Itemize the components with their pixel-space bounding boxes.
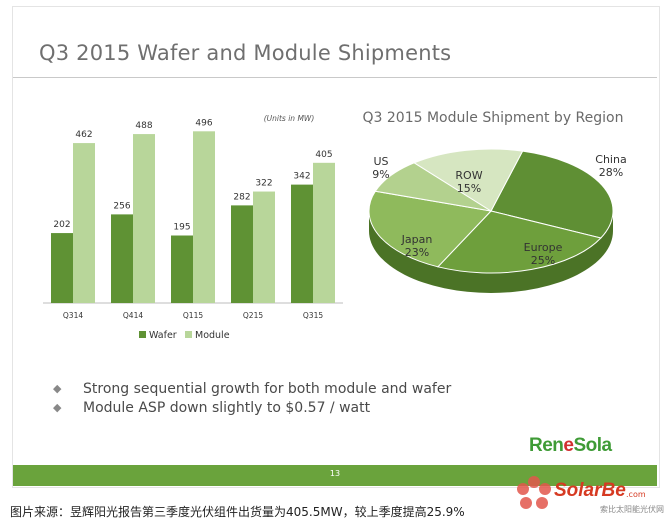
x-tick-label: Q315 [303,311,323,320]
pie-chart: Q3 2015 Module Shipment by Region China28… [363,110,627,293]
watermark-suffix: .com [626,490,646,499]
diamond-bullet-icon: ◆ [53,401,62,414]
pie-value-japan: 23% [405,246,429,259]
page-number: 13 [329,469,341,478]
data-label-module: 496 [195,118,212,128]
x-tick-label: Q314 [63,311,83,320]
solarbe-watermark: SolarBe .com 索比太阳能光伏网 [514,470,664,518]
image-caption: 图片来源：昱辉阳光报告第三季度光伏组件出货量为405.5MW，较上季度提高25.… [10,505,465,519]
title-divider [13,77,657,78]
bar-wafer [291,184,313,303]
pie-label-china: China [595,153,626,166]
data-label-wafer: 195 [173,223,190,233]
bullet-item: ◆ Strong sequential growth for both modu… [53,379,451,398]
data-label-module: 322 [255,179,272,189]
pie-value-china: 28% [599,166,623,179]
bullet-list: ◆ Strong sequential growth for both modu… [53,379,451,417]
pie-label-row: ROW [455,169,482,182]
units-note: (Units in MW) [264,114,315,123]
sun-flower-icon [517,476,551,509]
pie-slice-row [413,148,524,212]
data-label-module: 488 [135,121,152,131]
watermark-subtitle: 索比太阳能光伏网 [600,505,664,514]
bar-module [73,143,95,303]
legend-label-module: Module [195,330,230,341]
bar-module [193,131,215,303]
bar-wafer [171,235,193,303]
pie-title: Q3 2015 Module Shipment by Region [363,110,624,126]
data-label-wafer: 282 [233,192,250,202]
bar-wafer [51,233,73,303]
x-tick-label: Q215 [243,311,263,320]
pie-slice-china [490,150,614,239]
pie-label-us: US [373,155,388,168]
legend-swatch-module [185,331,192,338]
pie-value-us: 9% [372,168,389,181]
pie-label-europe: Europe [524,241,563,254]
data-label-module: 405 [315,150,332,160]
pie-depth-side [369,211,613,293]
bar-wafer [231,205,253,303]
legend-swatch-wafer [139,331,146,338]
renesola-logo: ReneSola [529,435,612,456]
data-label-wafer: 202 [53,220,70,230]
bar-wafer [111,214,133,303]
slide-title: Q3 2015 Wafer and Module Shipments [39,41,452,65]
data-label-module: 462 [75,130,92,140]
bar-chart: (Units in MW) 202 462 Q314 256 488 Q414 195 496 Q… [43,114,343,341]
footer-bar: 13 [13,465,657,486]
legend-label-wafer: Wafer [149,330,177,341]
bar-module [313,162,335,303]
x-tick-label: Q115 [183,311,203,320]
pie-value-row: 15% [457,182,481,195]
pie-slice-europe [436,210,602,274]
pie-slice-japan [368,190,493,268]
watermark-brand: SolarBe [554,480,626,501]
pie-value-europe: 25% [531,254,555,267]
bullet-item: ◆ Module ASP down slightly to $0.57 / wa… [53,398,451,417]
data-label-wafer: 342 [293,172,310,182]
data-label-wafer: 256 [113,201,130,211]
bullet-text: Strong sequential growth for both module… [83,380,452,397]
pie-label-japan: Japan [401,233,433,246]
slide: Q3 2015 Wafer and Module Shipments (Unit… [12,6,660,488]
bar-module [253,191,275,303]
bar-module [133,134,155,303]
x-tick-label: Q414 [123,311,143,320]
diamond-bullet-icon: ◆ [53,382,62,395]
bullet-text: Module ASP down slightly to $0.57 / watt [83,399,371,416]
